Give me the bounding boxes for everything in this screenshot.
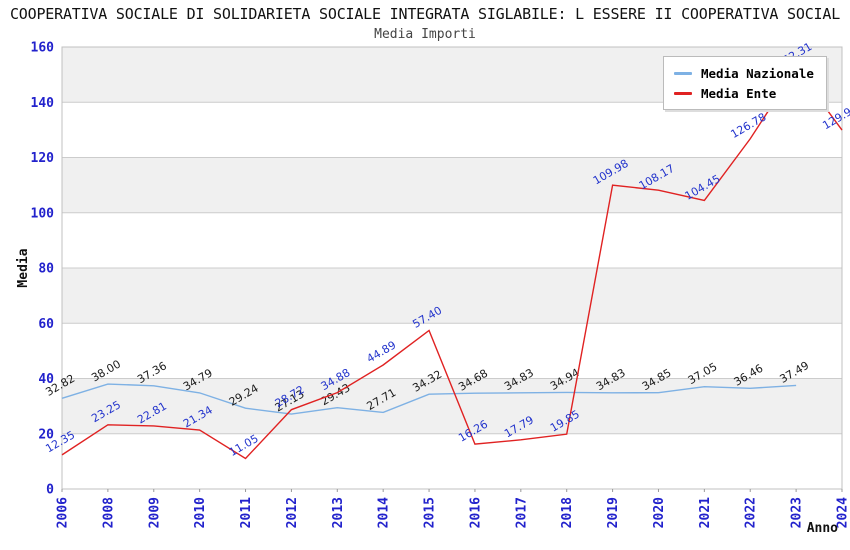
svg-text:2009: 2009 xyxy=(147,497,162,528)
legend-item-media-nazionale: Media Nazionale xyxy=(674,63,814,83)
chart-legend: Media Nazionale Media Ente xyxy=(663,56,827,110)
svg-text:2014: 2014 xyxy=(377,497,392,528)
gridlines xyxy=(62,46,842,490)
svg-text:2020: 2020 xyxy=(652,497,667,528)
svg-text:80: 80 xyxy=(38,262,54,277)
svg-text:2010: 2010 xyxy=(193,497,208,528)
chart-title: COOPERATIVA SOCIALE DI SOLIDARIETA SOCIA… xyxy=(9,5,841,23)
legend-item-media-ente: Media Ente xyxy=(674,83,814,103)
svg-text:2012: 2012 xyxy=(285,497,300,528)
y-axis-tick-labels: 0 20 40 60 80 100 120 140 160 xyxy=(31,41,55,498)
svg-text:0: 0 xyxy=(46,483,54,498)
svg-text:2024: 2024 xyxy=(836,497,850,528)
svg-text:2023: 2023 xyxy=(790,497,805,528)
svg-text:140: 140 xyxy=(31,96,55,111)
svg-text:160: 160 xyxy=(31,41,55,56)
x-axis-title: Anno xyxy=(807,521,838,536)
svg-text:2022: 2022 xyxy=(744,497,759,528)
svg-text:2019: 2019 xyxy=(606,497,621,528)
svg-text:2017: 2017 xyxy=(514,497,529,528)
y-axis-title: Media xyxy=(16,248,31,287)
svg-text:40: 40 xyxy=(38,372,54,387)
svg-text:100: 100 xyxy=(31,206,55,221)
svg-text:2018: 2018 xyxy=(560,497,575,528)
svg-text:2006: 2006 xyxy=(56,497,71,528)
chart-subtitle: Media Importi xyxy=(374,27,476,42)
svg-text:20: 20 xyxy=(38,427,54,442)
svg-text:2011: 2011 xyxy=(239,497,254,528)
legend-label-media-nazionale: Media Nazionale xyxy=(701,65,814,81)
svg-text:2016: 2016 xyxy=(468,497,483,528)
legend-label-media-ente: Media Ente xyxy=(701,85,777,101)
series-line-media-ente xyxy=(61,67,843,460)
series-line-media-nazionale xyxy=(61,383,797,415)
svg-text:2013: 2013 xyxy=(331,497,346,528)
media-nazionale-line-swatch xyxy=(674,71,692,75)
svg-text:2021: 2021 xyxy=(698,497,713,528)
plot-bands xyxy=(62,47,842,489)
plot-border xyxy=(61,46,843,490)
svg-text:2015: 2015 xyxy=(423,497,438,528)
svg-text:60: 60 xyxy=(38,317,54,332)
x-axis-tick-labels: 2006 2008 2009 2010 2011 2012 2013 2014 2015 2016… xyxy=(56,489,850,528)
svg-text:120: 120 xyxy=(31,151,55,166)
media-ente-line-swatch xyxy=(674,91,692,95)
svg-text:2008: 2008 xyxy=(101,497,116,528)
